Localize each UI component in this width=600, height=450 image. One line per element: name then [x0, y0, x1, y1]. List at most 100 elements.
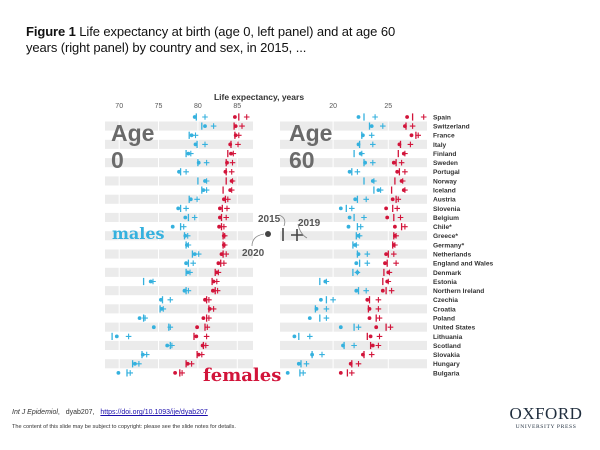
- males-2019-plus: [169, 342, 175, 349]
- males-2019-plus: [363, 196, 369, 203]
- country-label: Denmark: [433, 270, 462, 277]
- country-label: Netherlands: [433, 252, 471, 259]
- panel-label-age60-line1: Age: [289, 120, 332, 146]
- females-2020-dot: [218, 206, 222, 211]
- panel-label-age0-line2: 0: [111, 147, 124, 173]
- legend-2019-connector: [297, 223, 308, 239]
- females-2020-dot: [374, 325, 379, 330]
- females-2019-plus: [221, 260, 227, 266]
- x-tick-label: 85: [233, 103, 241, 110]
- x-tick-label: 20: [329, 103, 337, 110]
- females-2019-plus: [420, 114, 427, 120]
- females-2020-dot: [383, 261, 387, 266]
- females-2020-dot: [397, 142, 402, 147]
- citation-separator: ,: [57, 409, 60, 416]
- females-2020-dot: [200, 343, 205, 348]
- females-2020-dot: [216, 261, 221, 266]
- males-2019-plus: [300, 370, 306, 376]
- x-tick-label: 25: [384, 103, 392, 110]
- country-label: United States: [433, 325, 475, 332]
- country-label: Slovenia: [433, 206, 460, 213]
- row-stripe: [105, 322, 253, 332]
- country-label: Switzerland: [433, 124, 470, 131]
- females-2020-dot: [173, 371, 178, 375]
- females-2020-dot: [185, 361, 190, 366]
- females-2019-plus: [395, 196, 402, 203]
- country-label: Belgium: [433, 215, 459, 222]
- females-2020-dot: [338, 371, 343, 375]
- females-2020-dot: [233, 124, 238, 128]
- females-2020-dot: [222, 233, 226, 238]
- females-2020-dot: [214, 270, 219, 275]
- males-2019-plus: [192, 132, 199, 139]
- males-2020-dot: [347, 215, 352, 220]
- females-2019-plus: [375, 342, 382, 349]
- males-2020-dot: [182, 288, 187, 293]
- females-2019-plus: [402, 223, 408, 230]
- males-2019-plus: [191, 214, 198, 221]
- males-2020-dot: [356, 252, 361, 256]
- females-2019-plus: [239, 123, 245, 129]
- country-label: Scotland: [433, 343, 461, 350]
- x-tick-label: 80: [194, 103, 202, 110]
- males-2020-dot: [192, 115, 197, 119]
- males-2019-plus: [194, 196, 200, 203]
- males-2020-dot: [185, 243, 189, 247]
- males-2020-dot: [159, 307, 164, 311]
- country-label: Germany*: [433, 242, 465, 249]
- females-2019-plus: [210, 306, 217, 312]
- males-2019-plus: [354, 169, 361, 175]
- females-2020-dot: [384, 252, 388, 256]
- females-2020-dot: [391, 243, 396, 247]
- row-stripe: [105, 267, 253, 277]
- females-2020-dot: [393, 233, 397, 238]
- publisher-subtitle: UNIVERSITY PRESS: [515, 424, 577, 430]
- females-2019-plus: [415, 132, 421, 139]
- males-2020-dot: [341, 343, 345, 348]
- females-2020-dot: [385, 279, 390, 284]
- males-2020-dot: [363, 160, 367, 165]
- males-2019-plus: [307, 333, 313, 340]
- females-2020-dot: [367, 316, 372, 320]
- males-2020-dot: [347, 169, 352, 174]
- females-2019-plus: [225, 196, 231, 203]
- males-2020-dot: [133, 361, 137, 366]
- males-2020-dot: [137, 316, 142, 320]
- gridlines: [118, 112, 389, 378]
- row-stripe: [280, 286, 427, 296]
- males-2019-plus: [202, 114, 208, 120]
- females-2019-plus: [387, 324, 394, 330]
- legend-2019-plus-mark: [291, 229, 303, 241]
- row-stripe: [105, 158, 253, 168]
- row-stripe: [105, 212, 253, 222]
- females-2020-dot: [196, 352, 201, 357]
- females-2019-plus: [235, 141, 241, 148]
- males-2019-plus: [127, 370, 133, 376]
- females-2020-dot: [367, 307, 372, 311]
- males-2020-dot: [370, 179, 375, 183]
- males-2019-plus: [183, 169, 189, 175]
- females-2020-dot: [393, 224, 397, 229]
- row-stripe: [280, 121, 427, 131]
- females-2020-dot: [211, 279, 216, 284]
- males-2020-dot: [116, 371, 121, 375]
- row-stripe: [105, 176, 253, 186]
- panel-label-age0-line1: Age: [111, 120, 154, 146]
- males-2020-dot: [189, 133, 194, 138]
- females-2019-plus: [376, 315, 383, 321]
- females-2020-dot: [401, 188, 406, 193]
- males-2020-dot: [323, 279, 328, 284]
- females-2019-plus: [229, 159, 236, 166]
- females-2020-dot: [218, 215, 222, 220]
- row-stripe: [280, 176, 427, 186]
- citation-line: Int J Epidemiol, dyab207, https://doi.or…: [12, 409, 208, 416]
- figure-caption: Life expectancy at birth (age 0, left pa…: [26, 24, 396, 55]
- males-2020-dot: [196, 160, 201, 165]
- males-2019-plus: [368, 132, 375, 139]
- females-2019-plus: [214, 287, 221, 294]
- males-2019-plus: [167, 297, 174, 303]
- females-2020-dot: [401, 151, 406, 156]
- doi-link[interactable]: https://doi.org/10.1093/ije/dyab207: [100, 409, 208, 416]
- copyright-notice: The content of this slide may be subject…: [12, 424, 236, 430]
- row-stripe: [280, 139, 427, 149]
